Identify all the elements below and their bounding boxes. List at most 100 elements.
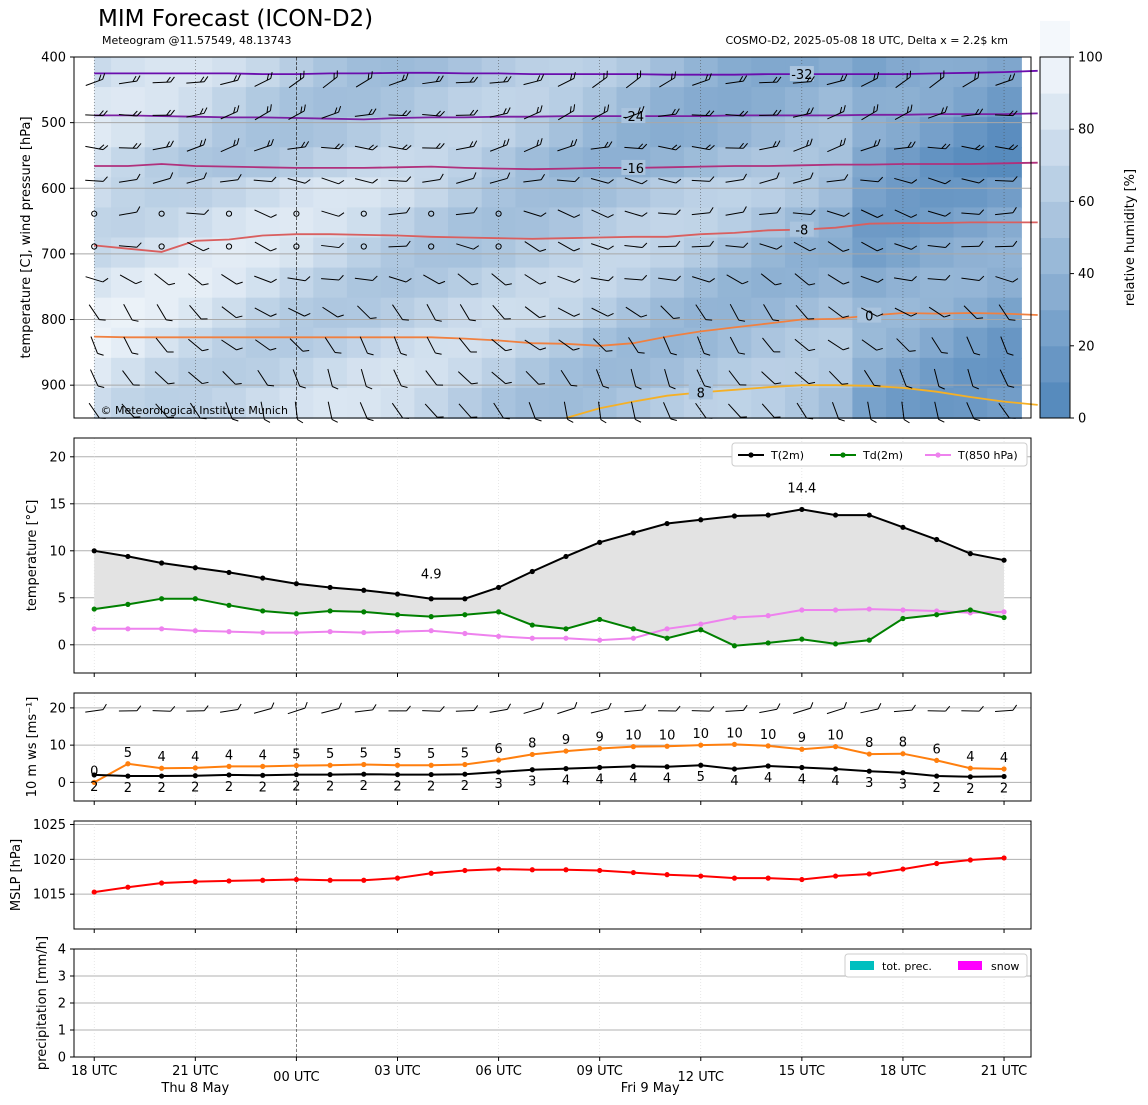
barb-staff: [392, 304, 403, 320]
barb-flag: [776, 140, 781, 147]
mean-value-label: 2: [427, 780, 435, 795]
wind-barb: [422, 706, 445, 712]
barb-staff: [455, 212, 474, 216]
humidity-cell: [481, 237, 517, 269]
humidity-cell: [448, 117, 483, 149]
wind-barb: [455, 207, 478, 216]
mean-value-label: 2: [1000, 781, 1008, 796]
series-td-point: [832, 641, 839, 647]
humidity-cell: [886, 87, 921, 119]
humidity-cell: [279, 117, 315, 149]
barb-flag: [166, 141, 170, 148]
gust-value-label: 5: [124, 746, 132, 761]
barb-flag: [603, 106, 606, 113]
gust-value-label: 8: [865, 736, 873, 751]
humidity-cell: [785, 357, 820, 389]
barb-staff: [524, 241, 541, 252]
series-mean-point: [192, 773, 198, 779]
wind-barb: [692, 73, 712, 86]
calm-wind-marker: [360, 210, 367, 217]
barb-staff: [255, 339, 271, 351]
barb-flag: [470, 351, 477, 353]
calm-wind-marker: [158, 243, 165, 250]
barb-staff: [288, 110, 305, 121]
barb-staff: [360, 368, 367, 387]
barb-staff: [90, 336, 98, 354]
series-mslp-point: [125, 884, 131, 890]
wind-barb: [288, 104, 306, 121]
isotherm-label: 0: [865, 310, 873, 325]
humidity-cell: [515, 147, 551, 179]
series-gust-point: [866, 751, 872, 757]
series-gust-point: [698, 742, 704, 748]
barb-flag: [742, 206, 747, 213]
humidity-cell: [380, 327, 416, 359]
wind-barb: [188, 371, 209, 385]
barb-staff: [826, 210, 845, 217]
series-gust-point: [664, 743, 670, 749]
wind-barb: [557, 241, 580, 252]
barb-flag: [738, 352, 746, 355]
wind-barb: [659, 71, 677, 88]
wind-barb: [759, 140, 781, 151]
barb-staff: [658, 277, 677, 281]
barb-staff: [658, 145, 676, 151]
humidity-cell: [380, 237, 416, 269]
figure-subtitle-right: COSMO-D2, 2025-05-08 18 UTC, Delta x = 2…: [725, 34, 1008, 47]
barb-staff: [458, 337, 471, 353]
series-gust-line: [93, 743, 1005, 784]
wind-barb: [793, 702, 814, 714]
barb-flag: [573, 104, 576, 111]
barb-staff: [388, 145, 407, 151]
barb-staff: [630, 368, 637, 387]
humidity-cell: [144, 177, 180, 209]
humidity-cell: [245, 57, 281, 89]
wind-barb: [860, 703, 882, 714]
barb-flag: [367, 73, 370, 80]
barb-flag: [911, 245, 918, 250]
barb-flag: [876, 347, 883, 351]
legend: tot. prec. snow: [844, 953, 1028, 978]
humidity-cell: [919, 357, 955, 389]
barb-staff: [426, 336, 436, 354]
barb-staff: [961, 178, 980, 184]
wind-barb: [459, 304, 476, 322]
barb-flag: [539, 347, 547, 351]
gust-value-label: 8: [899, 736, 907, 751]
humidity-cell: [886, 177, 921, 209]
wind-barb: [625, 70, 642, 89]
barb-flag: [540, 174, 545, 181]
wind-barb: [861, 241, 884, 252]
wind-barb: [118, 75, 141, 85]
wind-barb: [322, 306, 344, 318]
legend-marker: [935, 452, 941, 458]
barb-flag: [810, 702, 814, 709]
barb-flag: [471, 282, 479, 286]
barb-flag: [640, 70, 642, 77]
humidity-cell: [212, 177, 247, 209]
humidity-cell: [785, 117, 820, 149]
barb-staff: [189, 304, 202, 320]
humidity-cell: [953, 267, 989, 299]
humidity-cell: [785, 237, 820, 269]
wind-barb: [489, 172, 511, 184]
wind-barb: [794, 338, 816, 352]
wind-barb: [557, 139, 578, 152]
y-tick-label: 1020: [33, 853, 66, 868]
barb-flag: [641, 274, 648, 281]
barb-flag: [236, 105, 240, 112]
series-t2m-point: [361, 587, 367, 593]
wind-barb: [759, 76, 782, 84]
wind-barb: [253, 702, 275, 714]
barb-flag: [810, 172, 814, 179]
series-mean-point: [731, 766, 738, 772]
humidity-cell: [852, 117, 888, 149]
barb-flag: [368, 108, 373, 115]
barb-staff: [592, 338, 607, 352]
wind-barb: [557, 275, 581, 283]
barb-staff: [220, 111, 238, 120]
series-t850-point: [698, 621, 704, 627]
wind-barb: [728, 403, 747, 418]
colorbar-frame: [1039, 56, 1071, 419]
